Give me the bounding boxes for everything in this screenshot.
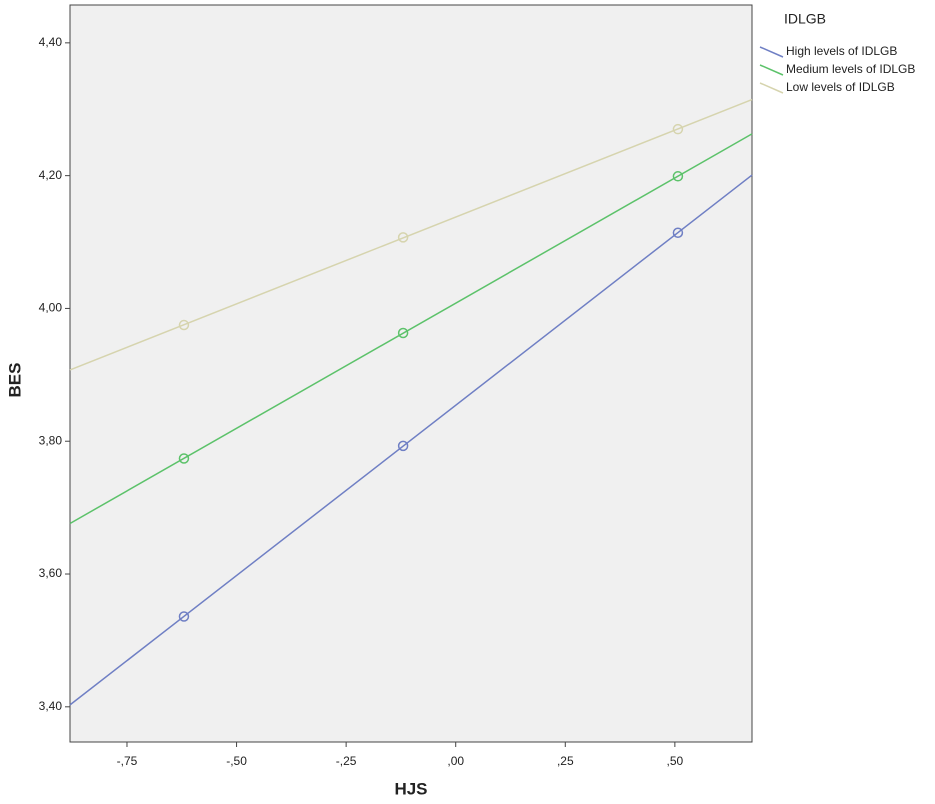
point: [397, 440, 409, 452]
y-tick-label: 4,00: [39, 301, 63, 315]
point: [397, 327, 409, 339]
point: [672, 227, 684, 238]
y-tick-label: 3,60: [39, 566, 63, 580]
point: [178, 453, 190, 464]
y-tick-label: 3,80: [39, 433, 63, 447]
y-tick-label: 3,40: [39, 699, 63, 713]
x-tick-label: ,50: [667, 754, 684, 768]
legend-swatch: [759, 82, 784, 94]
point: [178, 319, 190, 331]
x-tick-label: -,50: [226, 754, 247, 768]
fit-line: [69, 98, 753, 371]
x-axis-label: HJS: [394, 779, 427, 798]
legend-swatch: [759, 64, 784, 76]
y-axis-label: BES: [5, 363, 24, 398]
point: [397, 232, 409, 243]
point: [672, 123, 684, 135]
legend-label: Medium levels of IDLGB: [786, 62, 915, 76]
y-tick-label: 4,40: [39, 35, 63, 49]
legend-label: High levels of IDLGB: [786, 44, 897, 58]
point: [178, 611, 190, 622]
legend-swatch: [759, 46, 784, 58]
fit-line: [69, 174, 753, 706]
plot-area: [69, 4, 753, 743]
fit-line: [69, 133, 753, 525]
legend-label: Low levels of IDLGB: [786, 80, 895, 94]
legend-title: IDLGB: [784, 11, 826, 27]
x-tick-label: -,75: [117, 754, 138, 768]
point: [672, 171, 684, 182]
x-tick-label: -,25: [336, 754, 357, 768]
x-tick-label: ,00: [447, 754, 464, 768]
x-tick-label: ,25: [557, 754, 574, 768]
y-tick-label: 4,20: [39, 168, 63, 182]
